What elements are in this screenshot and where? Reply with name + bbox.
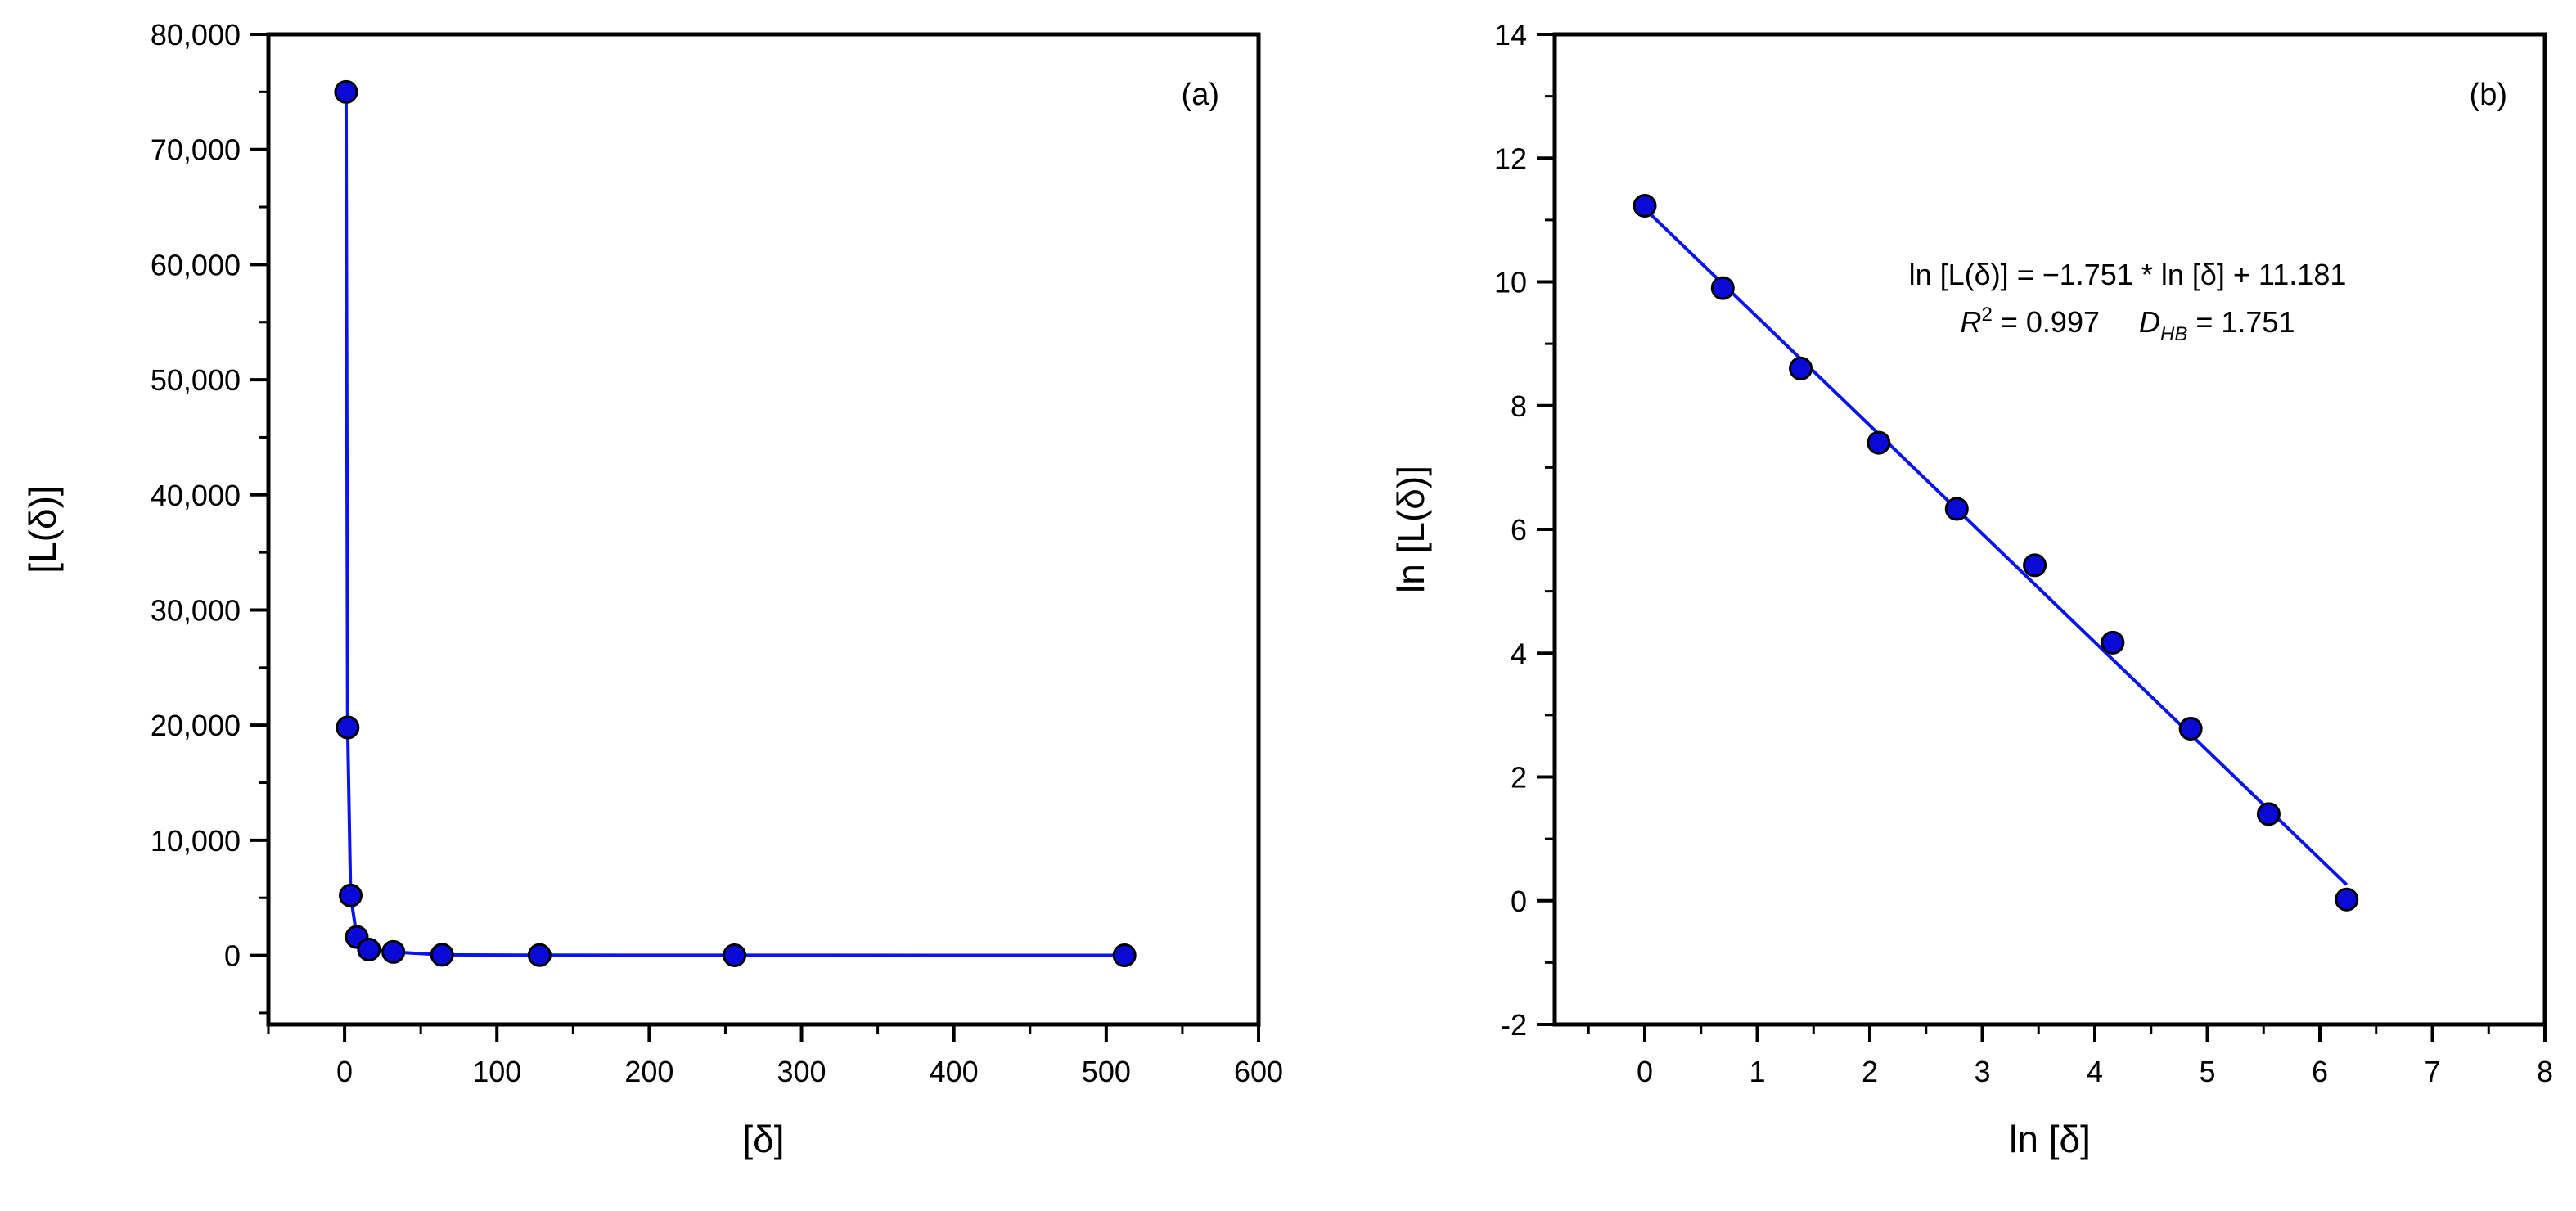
panel-a-x-tick-label: 300 (777, 1055, 826, 1088)
panel-b-y-tick-label: 0 (1511, 885, 1527, 918)
r-squared-symbol: R (1961, 305, 1982, 339)
panel-b-x-tick-label: 4 (2087, 1055, 2103, 1088)
panel-b-data-point (1944, 497, 1969, 521)
panel-b-y-tick-label: 10 (1494, 266, 1527, 299)
panel-b-x-tick-label: 0 (1637, 1055, 1653, 1088)
panel-a-data-point (336, 715, 360, 740)
panel-b-data-point (2023, 553, 2047, 578)
panel-a-data-point (381, 939, 406, 964)
r-squared-value: = 0.997 (1993, 305, 2100, 339)
panel-a-data-point (430, 943, 454, 967)
panel-a-series-line (344, 92, 1125, 957)
panel-b-data-point (2101, 630, 2125, 655)
panel-b-fit-line (1643, 207, 2349, 886)
panel-b-marks (1633, 193, 2359, 912)
panel-a-x-tick-label: 400 (930, 1055, 979, 1088)
panel-b-x-axis-title: ln [δ] (2009, 1118, 2091, 1160)
panel-a-x-tick-label: 0 (336, 1055, 353, 1088)
panel-a-data-point (334, 79, 358, 104)
panel-a-plot-frame (266, 32, 1261, 1027)
panel-b-y-tick-label: 2 (1511, 761, 1527, 795)
panel-a-y-tick-label: 30,000 (151, 593, 241, 627)
fit-statistics: R2 = 0.997 DHB = 1.751 (1961, 304, 2295, 345)
panel-a-data-point (357, 938, 381, 962)
panel-b-y-tick-label: 8 (1511, 389, 1527, 423)
panel-b-y-tick-label: 4 (1511, 637, 1527, 670)
panel-b-y-tick-label: -2 (1501, 1008, 1527, 1042)
panel-a-y-tick-label: 20,000 (151, 709, 241, 742)
panel-a-x-tick-label: 600 (1234, 1055, 1283, 1088)
panel-a-y-tick-label: 50,000 (151, 363, 241, 397)
panel-b-x-tick-label: 7 (2424, 1055, 2440, 1088)
dimension-subscript: HB (2160, 323, 2187, 345)
panel-a-y-tick-label: 60,000 (151, 248, 241, 281)
panel-b-y-tick-label: 14 (1494, 18, 1527, 52)
panel-a-chart: 0 100 200 300 400 500 600 0 10,000 20,000 30,000 40… (21, 18, 1283, 1160)
panel-a-y-tick-label: 40,000 (151, 479, 241, 512)
panel-b-x-tick-label: 6 (2312, 1055, 2328, 1088)
panel-a-data-point (527, 943, 552, 967)
panel-b-data-point (2335, 887, 2359, 912)
fit-equation: ln [L(δ)] = −1.751 * ln [δ] + 11.181 (1909, 258, 2347, 291)
panel-a-x-tick-label: 200 (624, 1055, 673, 1088)
panel-b-x-tick-label: 8 (2537, 1055, 2553, 1088)
panel-a-y-tick-label: 70,000 (151, 133, 241, 167)
panel-b-data-point (2178, 717, 2203, 741)
panel-b-data-point (1789, 356, 1813, 380)
dimension-value: = 1.751 (2187, 305, 2295, 339)
panel-b-plot-frame (1552, 32, 2547, 1027)
panel-b-x-tick-label: 2 (1862, 1055, 1878, 1088)
panel-a-data-point (723, 943, 747, 967)
panel-b-x-tick-label: 3 (1974, 1055, 1990, 1088)
panel-b-x-tick-label: 5 (2199, 1055, 2215, 1088)
panel-a-y-tick-label: 80,000 (151, 18, 241, 52)
panel-b-x-tick-label: 1 (1749, 1055, 1765, 1088)
panel-a-x-tick-label: 100 (472, 1055, 521, 1088)
panel-a-x-axis-title: [δ] (742, 1118, 784, 1160)
panel-b-label: (b) (2470, 78, 2507, 112)
panel-a-data-point (1112, 943, 1137, 968)
panel-b-data-point (1710, 276, 1735, 300)
panel-a-x-tick-label: 500 (1082, 1055, 1131, 1088)
panel-b-y-tick-label: 6 (1511, 513, 1527, 547)
dimension-symbol: D (2139, 305, 2160, 339)
panel-a-marks (334, 79, 1137, 968)
panel-a-ticks: 0 100 200 300 400 500 600 0 10,000 20,000 30,000 40… (151, 18, 1283, 1088)
panel-b-data-point (2256, 802, 2281, 826)
panel-b-y-axis-title: ln [L(δ)] (1389, 466, 1432, 593)
panel-a-y-tick-label: 10,000 (151, 824, 241, 858)
r-squared-exponent: 2 (1982, 304, 1993, 326)
panel-a-y-tick-label: 0 (224, 939, 241, 973)
panel-b-data-point (1867, 430, 1891, 455)
panel-a-y-axis-title: [L(δ)] (21, 485, 64, 573)
panel-a-label: (a) (1182, 78, 1219, 112)
panel-a-data-point (339, 883, 363, 907)
panel-b-y-tick-label: 12 (1494, 142, 1527, 175)
panel-b-data-point (1633, 193, 1657, 218)
